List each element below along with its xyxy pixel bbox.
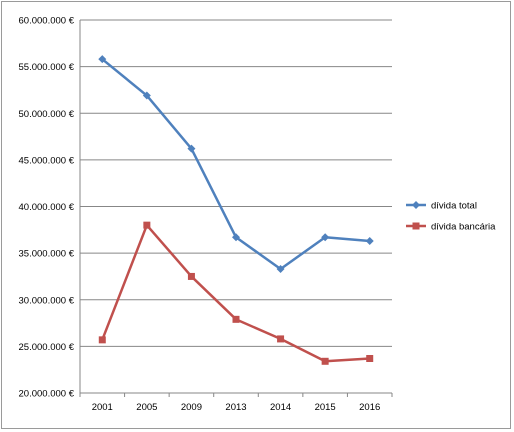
data-point-divida-total [232,233,240,242]
data-point-divida-bancaria [366,354,374,362]
y-tick-label: 50.000.000 € [19,109,75,120]
y-tick-label: 55.000.000 € [19,62,75,73]
legend-marker-divida-total [412,201,420,209]
legend-marker-divida-bancaria [412,222,420,230]
x-tick-label: 2013 [225,402,246,413]
data-point-divida-total [276,264,285,273]
y-tick-label: 30.000.000 € [19,295,75,306]
data-point-divida-total [98,55,107,64]
data-point-divida-bancaria [143,221,151,229]
y-tick-label: 40.000.000 € [19,202,75,213]
x-tick-label: 2015 [315,402,336,413]
y-tick-label: 45.000.000 € [19,155,75,166]
data-point-divida-bancaria [98,336,106,344]
data-point-divida-bancaria [321,357,329,365]
y-tick-label: 35.000.000 € [19,249,75,260]
x-tick-label: 2014 [270,402,291,413]
data-point-divida-bancaria [187,272,195,280]
x-tick-label: 2009 [181,402,202,413]
series-line-divida-bancaria [101,223,370,363]
x-tick-label: 2001 [92,402,113,413]
legend-label-divida-total: dívida total [431,201,477,212]
data-point-divida-bancaria [277,335,285,343]
data-point-divida-bancaria [232,315,240,323]
x-tick-label: 2016 [359,402,380,413]
data-point-divida-total [187,144,196,153]
y-tick-label: 25.000.000 € [19,342,75,353]
x-tick-label: 2005 [136,402,157,413]
data-point-divida-total [365,237,374,246]
data-point-divida-total [142,91,151,100]
y-tick-label: 20.000.000 € [19,389,75,400]
y-tick-label: 60.000.000 € [19,16,75,27]
data-point-divida-total [321,233,330,242]
legend-label-divida-bancaria: dívida bancária [431,222,496,233]
